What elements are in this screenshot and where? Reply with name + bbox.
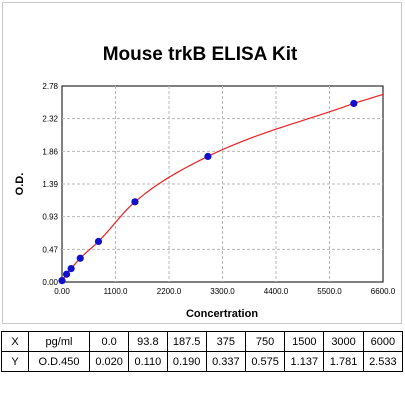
value-cell: 0.110 xyxy=(128,351,168,372)
row-header-cell: Y xyxy=(1,351,29,372)
value-cell: 6000 xyxy=(362,331,404,352)
chart-svg: Mouse trkB ELISA Kit 0.00 1100.0 2200.0 330… xyxy=(14,44,396,320)
value-cell: 0.020 xyxy=(88,351,130,372)
data-point xyxy=(76,254,84,262)
y-tick-label: 0.47 xyxy=(42,245,58,254)
value-cell: 0.337 xyxy=(205,351,246,372)
unit-cell: pg/ml xyxy=(28,331,90,352)
y-tick-label: 1.39 xyxy=(42,180,58,189)
value-cell: 750 xyxy=(244,331,286,352)
value-cell: 187.5 xyxy=(166,331,207,352)
x-tick-label: 0.00 xyxy=(54,287,70,296)
data-point xyxy=(350,99,358,108)
row-header-cell: X xyxy=(1,331,29,352)
value-cell: 0.0 xyxy=(88,331,130,352)
value-cell: 375 xyxy=(205,331,246,352)
value-cell: 2.533 xyxy=(362,351,404,372)
x-tick-label: 3300.0 xyxy=(210,287,235,296)
value-cell: 1500 xyxy=(284,331,325,352)
x-axis-title: Concertration xyxy=(186,308,258,320)
table-row: Y O.D.450 0.020 0.110 0.190 0.337 0.575 1.137 1.… xyxy=(1,351,404,372)
y-tick-label: 2.32 xyxy=(42,115,58,124)
chart-panel: Mouse trkB ELISA Kit 0.00 1100.0 2200.0 330… xyxy=(2,2,402,324)
chart-title: Mouse trkB ELISA Kit xyxy=(103,44,298,65)
y-tick-label: 2.78 xyxy=(42,82,58,91)
data-point xyxy=(204,152,212,161)
x-tick-label: 2200.0 xyxy=(157,287,182,296)
value-cell: 3000 xyxy=(323,331,364,352)
y-tick-label: 1.86 xyxy=(42,147,58,156)
y-axis-title: O.D. xyxy=(14,173,26,196)
x-tick-label: 5500.0 xyxy=(317,287,342,296)
value-cell: 1.781 xyxy=(323,351,364,372)
tick-layer: 0.00 1100.0 2200.0 3300.0 4400.0 5500.0 6600.0… xyxy=(42,82,395,296)
data-point xyxy=(94,237,103,246)
value-cell: 1.137 xyxy=(284,351,325,372)
data-point xyxy=(131,198,139,206)
data-point xyxy=(62,270,71,278)
x-tick-label: 4400.0 xyxy=(264,287,289,296)
data-point xyxy=(58,276,66,285)
y-tick-label: 0.00 xyxy=(42,278,58,287)
value-cell: 0.190 xyxy=(166,351,207,372)
data-point xyxy=(67,265,75,273)
value-cell: 0.575 xyxy=(244,351,286,372)
x-tick-label: 6600.0 xyxy=(371,287,396,296)
x-tick-label: 1100.0 xyxy=(104,287,128,296)
y-tick-label: 0.93 xyxy=(42,213,58,222)
value-cell: 93.8 xyxy=(128,331,168,352)
unit-cell: O.D.450 xyxy=(28,351,90,372)
grid-layer xyxy=(62,86,383,282)
point-layer xyxy=(58,99,358,285)
